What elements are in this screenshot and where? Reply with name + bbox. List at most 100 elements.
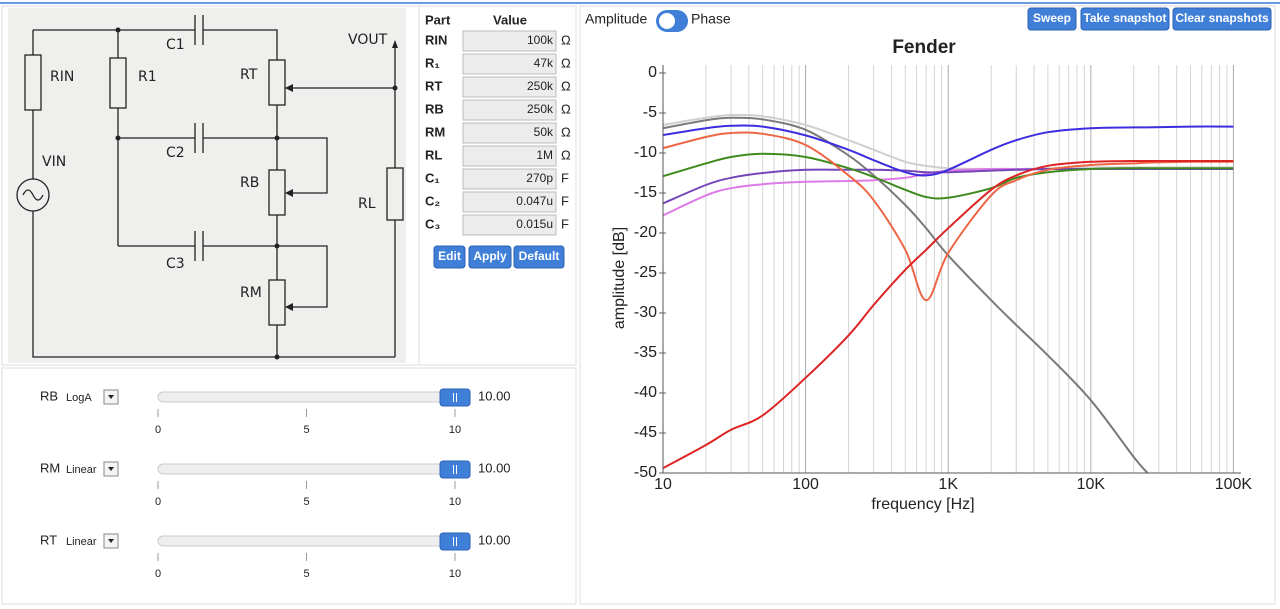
part-unit: Ω xyxy=(561,55,571,70)
part-name: RL xyxy=(425,147,442,162)
slider-name: RT xyxy=(40,532,57,547)
button[interactable] xyxy=(1080,7,1170,31)
part-value: 270p xyxy=(526,171,553,185)
y-tick-label: -30 xyxy=(634,304,657,321)
slider-taper: LogA xyxy=(66,392,92,404)
part-value: 250k xyxy=(527,102,554,116)
part-value: 50k xyxy=(534,125,554,139)
slider-handle[interactable] xyxy=(439,460,471,479)
circuit-background xyxy=(8,8,406,363)
slider-value: 10.00 xyxy=(478,460,511,475)
x-tick-label: 10K xyxy=(1077,476,1106,493)
slider-taper: Linear xyxy=(66,464,97,476)
button[interactable] xyxy=(1027,7,1077,31)
handle-grip xyxy=(453,465,457,474)
slider-panel xyxy=(1,367,577,605)
part-value: 250k xyxy=(527,79,554,93)
part-name: RIN xyxy=(425,32,447,47)
x-tick-label: 100K xyxy=(1215,476,1253,493)
slider-track xyxy=(157,535,471,547)
slider-track xyxy=(157,391,471,403)
y-tick-label: -10 xyxy=(634,144,657,161)
part-name: C₃ xyxy=(425,216,440,231)
value-input[interactable] xyxy=(462,214,557,236)
axes xyxy=(662,65,1241,474)
slider-value: 10.00 xyxy=(478,532,511,547)
slider-tick-label: 10 xyxy=(449,424,461,436)
chart-panel xyxy=(579,5,1276,605)
button-label: Default xyxy=(519,249,560,263)
value-input[interactable] xyxy=(462,53,557,75)
circuit-label: VIN xyxy=(42,154,66,170)
part-value: 0.015u xyxy=(516,217,553,231)
circuit-label: RM xyxy=(240,285,262,301)
table-header: Value xyxy=(493,12,527,27)
value-input[interactable] xyxy=(462,122,557,144)
x-tick-label: 100 xyxy=(792,476,819,493)
slider-handle[interactable] xyxy=(439,532,471,551)
dropdown-arrow xyxy=(108,467,114,471)
value-input[interactable] xyxy=(462,168,557,190)
y-tick-label: -25 xyxy=(634,264,657,281)
circuit-label: R1 xyxy=(138,69,157,85)
toggle-knob xyxy=(659,13,675,29)
value-input[interactable] xyxy=(462,145,557,167)
slider-tick-label: 0 xyxy=(155,568,161,580)
part-value: 100k xyxy=(527,33,554,47)
part-name: C₁ xyxy=(425,170,440,185)
part-unit: F xyxy=(561,170,569,185)
value-input[interactable] xyxy=(462,99,557,121)
button[interactable] xyxy=(433,245,466,269)
circuit-label: RL xyxy=(358,196,376,212)
slider-tick-label: 10 xyxy=(449,496,461,508)
part-unit: Ω xyxy=(561,124,571,139)
part-unit: Ω xyxy=(561,101,571,116)
series-line xyxy=(663,131,1234,302)
toggle-label: Amplitude xyxy=(585,11,647,27)
y-tick-label: 0 xyxy=(648,64,657,81)
y-tick-label: -35 xyxy=(634,344,657,361)
slider-tick-label: 5 xyxy=(303,496,309,508)
slider-name: RM xyxy=(40,460,60,475)
part-unit: Ω xyxy=(561,147,571,162)
part-value: 1M xyxy=(536,148,553,162)
value-input[interactable] xyxy=(462,76,557,98)
slider-track xyxy=(157,463,471,475)
circuit: C1 VOUT RIN R1 RT VIN C2 RB RL C3 RM xyxy=(16,15,404,360)
value-input[interactable] xyxy=(462,30,557,52)
x-axis-label: frequency [Hz] xyxy=(871,496,974,513)
x-tick-label: 10 xyxy=(654,476,672,493)
part-value: 47k xyxy=(534,56,554,70)
series-line xyxy=(663,152,1234,200)
part-unit: Ω xyxy=(561,32,571,47)
chart-title: Fender xyxy=(892,37,956,58)
y-tick-label: -15 xyxy=(634,184,657,201)
circuit-label: RIN xyxy=(50,69,74,85)
button[interactable] xyxy=(468,245,512,269)
button-label: Clear snapshots xyxy=(1175,11,1269,25)
circuit-nodes xyxy=(115,27,398,360)
button-label: Sweep xyxy=(1033,11,1071,25)
y-tick-label: -50 xyxy=(634,464,657,481)
circuit-label: C1 xyxy=(166,37,185,53)
circuit-label: C2 xyxy=(166,145,185,161)
slider-taper: Linear xyxy=(66,536,97,548)
part-unit: F xyxy=(561,193,569,208)
slider-name: RB xyxy=(40,388,58,403)
slider-tick-label: 5 xyxy=(303,568,309,580)
part-unit: Ω xyxy=(561,78,571,93)
button-label: Edit xyxy=(438,249,461,263)
value-input[interactable] xyxy=(462,191,557,213)
dropdown-arrow xyxy=(108,395,114,399)
part-value: 0.047u xyxy=(516,194,553,208)
slider-handle[interactable] xyxy=(439,388,471,407)
slider-tick-label: 5 xyxy=(303,424,309,436)
button[interactable] xyxy=(513,245,565,269)
x-tick-label: 1K xyxy=(938,476,958,493)
button[interactable] xyxy=(1172,7,1272,31)
y-axis-label: amplitude [dB] xyxy=(611,227,628,329)
series-line xyxy=(663,116,1149,473)
part-name: RT xyxy=(425,78,442,93)
part-name: R₁ xyxy=(425,55,440,70)
circuit-label: C3 xyxy=(166,256,185,272)
